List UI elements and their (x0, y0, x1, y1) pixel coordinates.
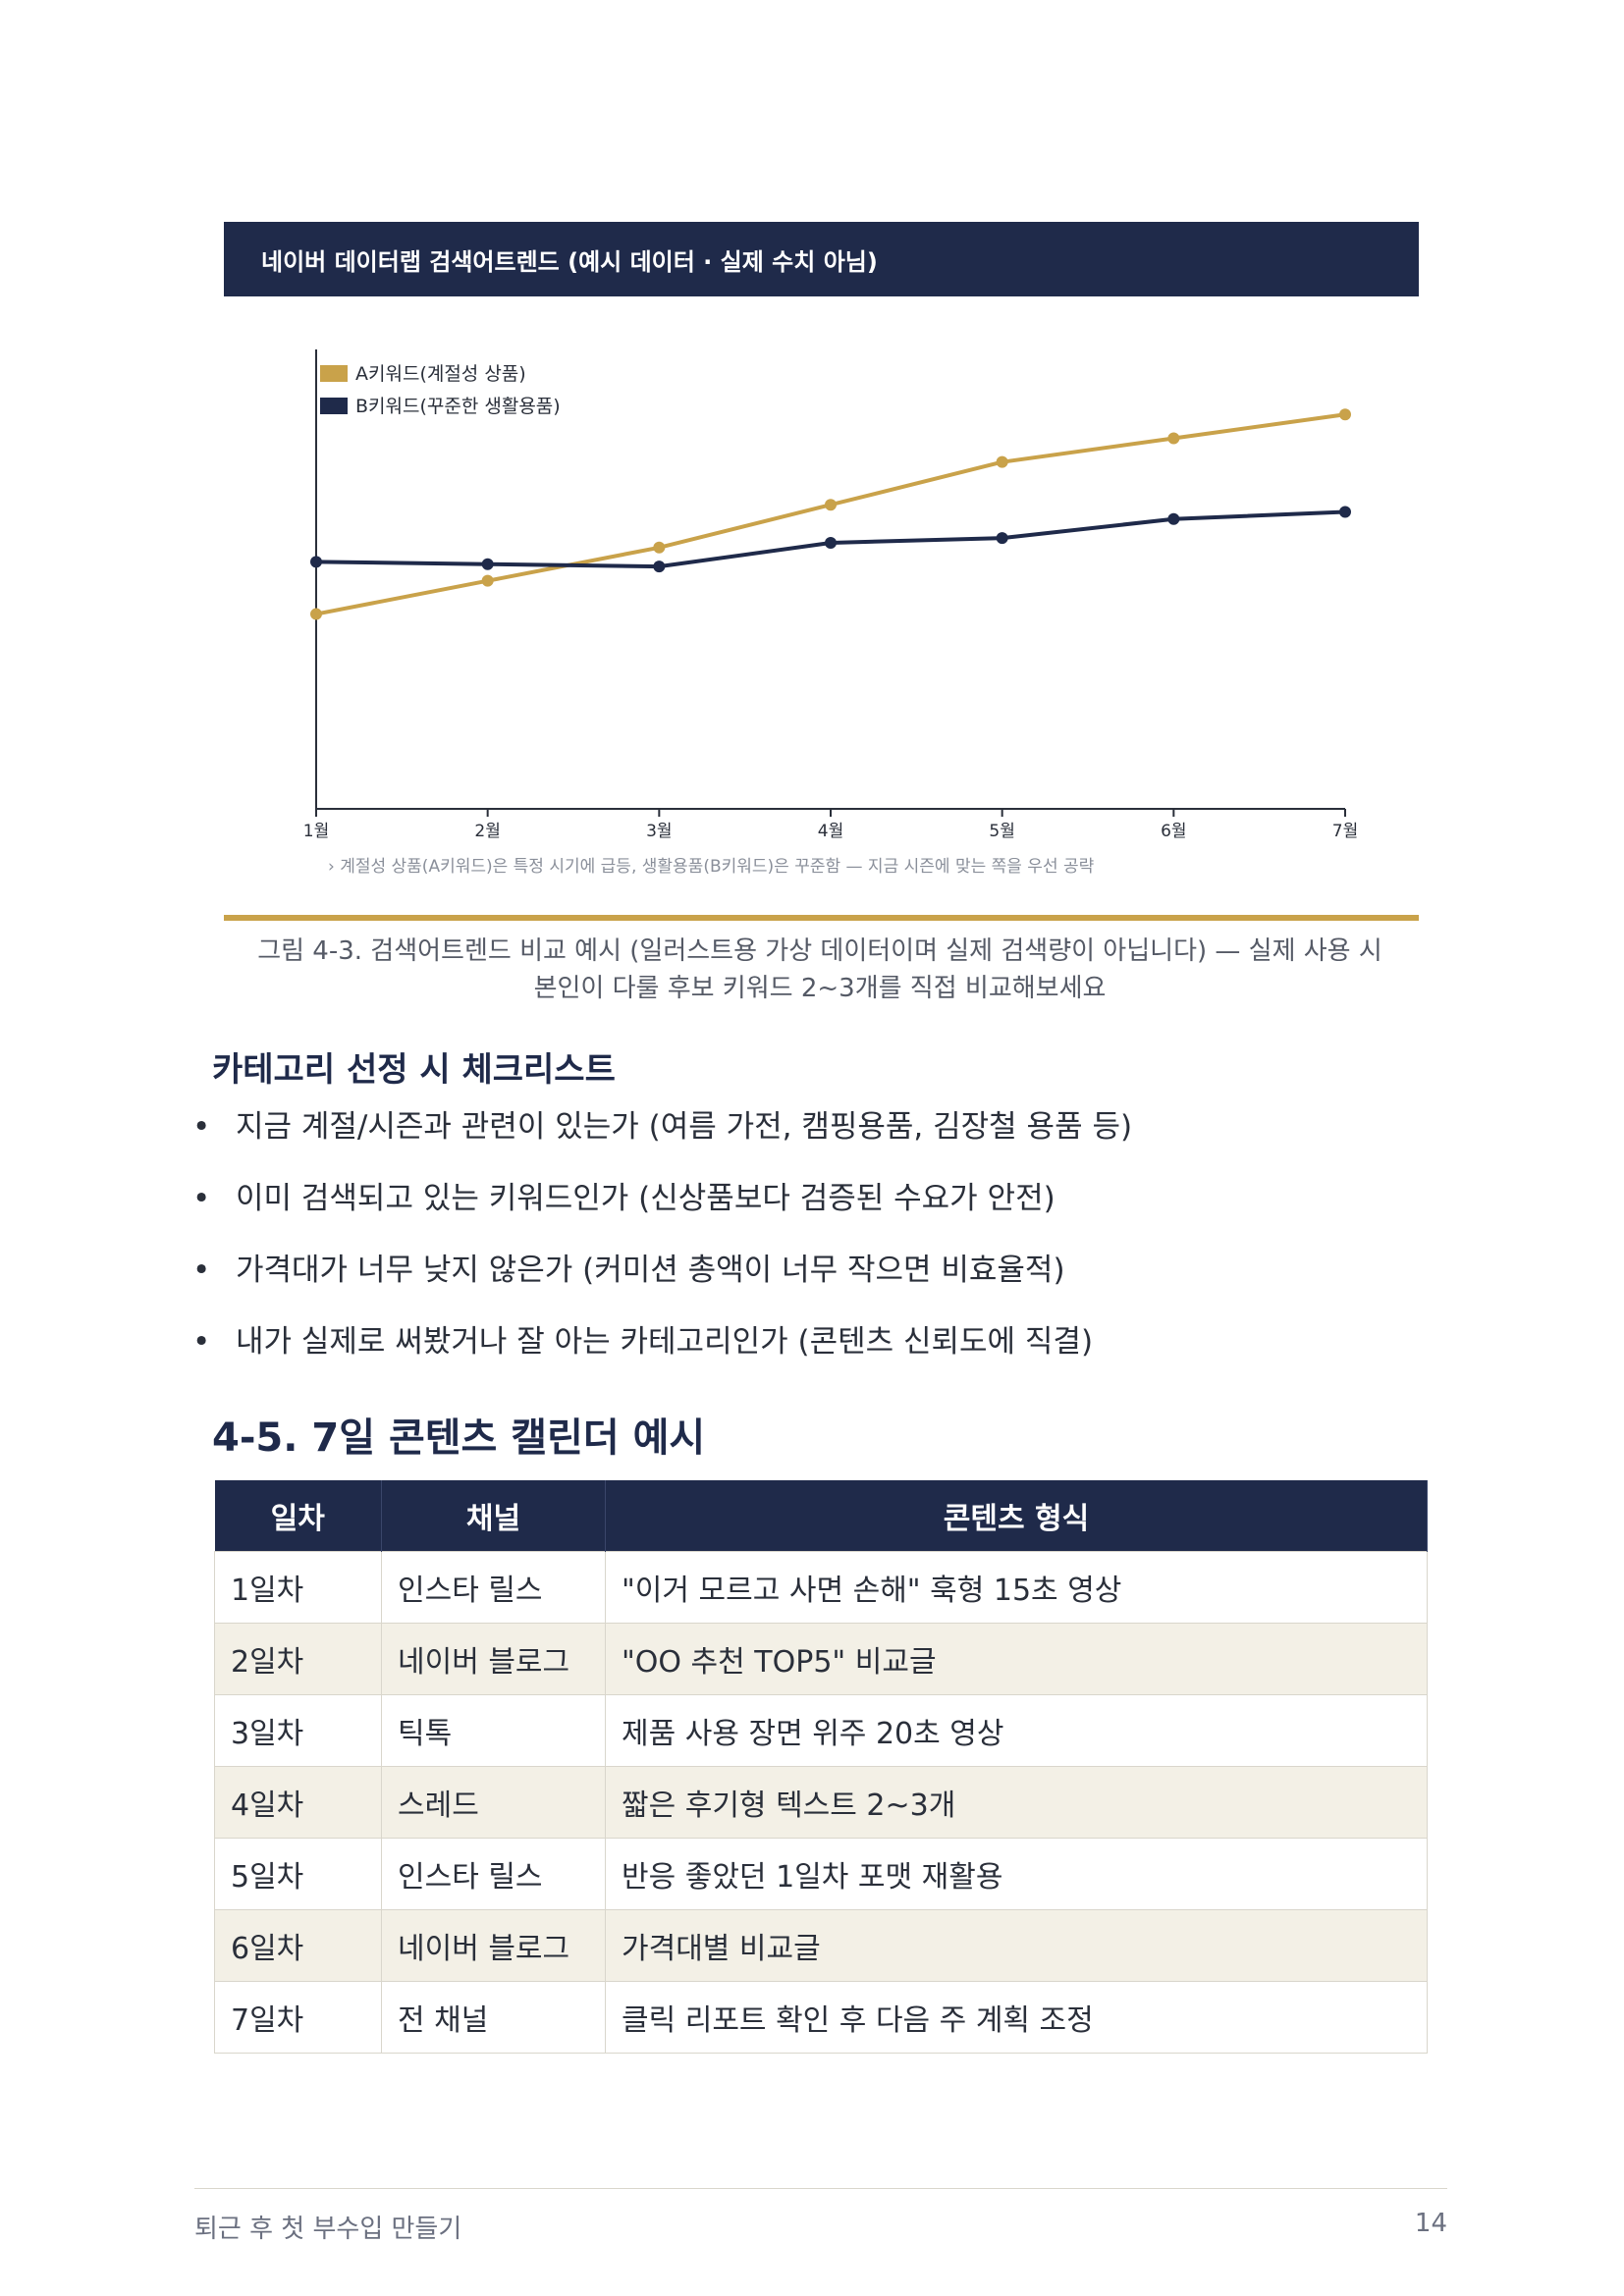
x-tick-label: 4월 (818, 822, 843, 841)
checklist-item: • 가격대가 너무 낮지 않은가 (커미션 총액이 너무 작으면 비효율적) (192, 1245, 1132, 1316)
data-point (481, 574, 494, 587)
page-number: 14 (1414, 2209, 1447, 2238)
bullet: • (192, 1181, 211, 1216)
col-header-day: 일차 (214, 1480, 382, 1552)
cell-day: 3일차 (214, 1694, 382, 1767)
caption-line-2: 본인이 다룰 후보 키워드 2~3개를 직접 비교해보세요 (533, 974, 1107, 1003)
chart-note: › 계절성 상품(A키워드)은 특정 시기에 급등, 생활용품(B키워드)은 꾸… (328, 857, 1095, 877)
col-header-channel: 채널 (381, 1480, 606, 1552)
data-point (653, 561, 666, 573)
checklist-item-text: 이미 검색되고 있는 키워드인가 (신상품보다 검증된 수요가 안전) (236, 1181, 1056, 1216)
cell-format: "OO 추천 TOP5" 비교글 (605, 1623, 1428, 1695)
checklist-item: • 내가 실제로 써봤거나 잘 아는 카테고리인가 (콘텐츠 신뢰도에 직결) (192, 1316, 1132, 1388)
checklist-title: 카테고리 선정 시 체크리스트 (212, 1050, 616, 1090)
cell-channel: 네이버 블로그 (381, 1623, 606, 1695)
cell-day: 6일차 (214, 1909, 382, 1982)
col-header-format: 콘텐츠 형식 (605, 1480, 1428, 1552)
data-point (310, 608, 322, 620)
table-row: 7일차 전 채널 클릭 리포트 확인 후 다음 주 계획 조정 (214, 1981, 1428, 2054)
checklist-item: • 지금 계절/시즌과 관련이 있는가 (여름 가전, 캠핑용품, 김장철 용품 … (192, 1101, 1132, 1173)
section-title: 4-5. 7일 콘텐츠 캘린더 예시 (212, 1415, 706, 1461)
cell-format: 클릭 리포트 확인 후 다음 주 계획 조정 (605, 1981, 1428, 2054)
legend-label: B키워드(꾸준한 생활용품) (355, 396, 561, 417)
cell-channel: 전 채널 (381, 1981, 606, 2054)
cell-format: 가격대별 비교글 (605, 1909, 1428, 1982)
gold-divider (224, 915, 1419, 921)
data-point (481, 558, 494, 570)
table-row: 3일차 틱톡 제품 사용 장면 위주 20초 영상 (214, 1694, 1428, 1767)
cell-format: 제품 사용 장면 위주 20초 영상 (605, 1694, 1428, 1767)
content-calendar-table: 일차 채널 콘텐츠 형식 1일차 인스타 릴스 "이거 모르고 사면 손해" 훅… (214, 1480, 1428, 2054)
x-tick-label: 7월 (1332, 822, 1358, 841)
x-tick-label: 5월 (989, 822, 1014, 841)
data-point (825, 536, 837, 549)
table-row: 6일차 네이버 블로그 가격대별 비교글 (214, 1909, 1428, 1982)
checklist-item: • 이미 검색되고 있는 키워드인가 (신상품보다 검증된 수요가 안전) (192, 1173, 1132, 1245)
cell-channel: 네이버 블로그 (381, 1909, 606, 1982)
trend-line-chart: A키워드(계절성 상품) B키워드(꾸준한 생활용품) 1월 2월 3월 4월 5월 6월 7… (303, 349, 1358, 877)
cell-day: 2일차 (214, 1623, 382, 1695)
data-point (825, 499, 837, 511)
x-tick-labels: 1월 2월 3월 4월 5월 6월 7월 (303, 809, 1358, 841)
table-row: 2일차 네이버 블로그 "OO 추천 TOP5" 비교글 (214, 1623, 1428, 1695)
checklist-item-text: 내가 실제로 써봤거나 잘 아는 카테고리인가 (콘텐츠 신뢰도에 직결) (236, 1324, 1094, 1360)
chart-legend: A키워드(계절성 상품) B키워드(꾸준한 생활용품) (320, 363, 561, 417)
x-tick-label: 2월 (474, 822, 500, 841)
data-point (310, 556, 322, 568)
chart-axes (315, 349, 1345, 810)
x-tick-label: 6월 (1161, 822, 1186, 841)
series-line-a (315, 412, 1346, 616)
bullet: • (192, 1324, 211, 1360)
cell-day: 4일차 (214, 1766, 382, 1839)
cell-channel: 인스타 릴스 (381, 1838, 606, 1910)
legend-label: A키워드(계절성 상품) (355, 363, 526, 385)
table-row: 5일차 인스타 릴스 반응 좋았던 1일차 포맷 재활용 (214, 1838, 1428, 1910)
checklist-item-text: 가격대가 너무 낮지 않은가 (커미션 총액이 너무 작으면 비효율적) (236, 1253, 1065, 1288)
checklist-item-text: 지금 계절/시즌과 관련이 있는가 (여름 가전, 캠핑용품, 김장철 용품 등… (236, 1109, 1133, 1145)
bullet: • (192, 1253, 211, 1288)
table-row: 1일차 인스타 릴스 "이거 모르고 사면 손해" 훅형 15초 영상 (214, 1551, 1428, 1624)
data-point (1339, 408, 1351, 421)
data-point (1167, 512, 1180, 525)
x-tick-label: 3월 (646, 822, 672, 841)
legend-swatch (320, 398, 348, 414)
cell-channel: 인스타 릴스 (381, 1551, 606, 1624)
bullet: • (192, 1109, 211, 1145)
data-point (653, 541, 666, 554)
cell-channel: 틱톡 (381, 1694, 606, 1767)
cell-day: 7일차 (214, 1981, 382, 2054)
chart-series (310, 408, 1351, 620)
caption-line-1: 그림 4-3. 검색어트렌드 비교 예시 (일러스트용 가상 데이터이며 실제 … (257, 936, 1382, 966)
data-point (996, 455, 1008, 468)
figure-caption: 그림 4-3. 검색어트렌드 비교 예시 (일러스트용 가상 데이터이며 실제 … (206, 933, 1434, 1007)
data-point (1167, 432, 1180, 445)
cell-format: "이거 모르고 사면 손해" 훅형 15초 영상 (605, 1551, 1428, 1624)
legend-swatch (320, 365, 348, 382)
table-header-row: 일차 채널 콘텐츠 형식 (214, 1480, 1428, 1552)
cell-format: 반응 좋았던 1일차 포맷 재활용 (605, 1838, 1428, 1910)
cell-day: 5일차 (214, 1838, 382, 1910)
footer-book-title: 퇴근 후 첫 부수입 만들기 (194, 2215, 462, 2244)
cell-channel: 스레드 (381, 1766, 606, 1839)
chart-header: 네이버 데이터랩 검색어트렌드 (예시 데이터 · 실제 수치 아님) (224, 222, 1419, 296)
table-row: 4일차 스레드 짧은 후기형 텍스트 2~3개 (214, 1766, 1428, 1839)
checklist: • 지금 계절/시즌과 관련이 있는가 (여름 가전, 캠핑용품, 김장철 용품 … (192, 1101, 1132, 1388)
cell-format: 짧은 후기형 텍스트 2~3개 (605, 1766, 1428, 1839)
cell-day: 1일차 (214, 1551, 382, 1624)
x-tick-label: 1월 (303, 822, 329, 841)
footer-divider (194, 2188, 1447, 2189)
data-point (996, 532, 1008, 545)
data-point (1339, 506, 1351, 518)
